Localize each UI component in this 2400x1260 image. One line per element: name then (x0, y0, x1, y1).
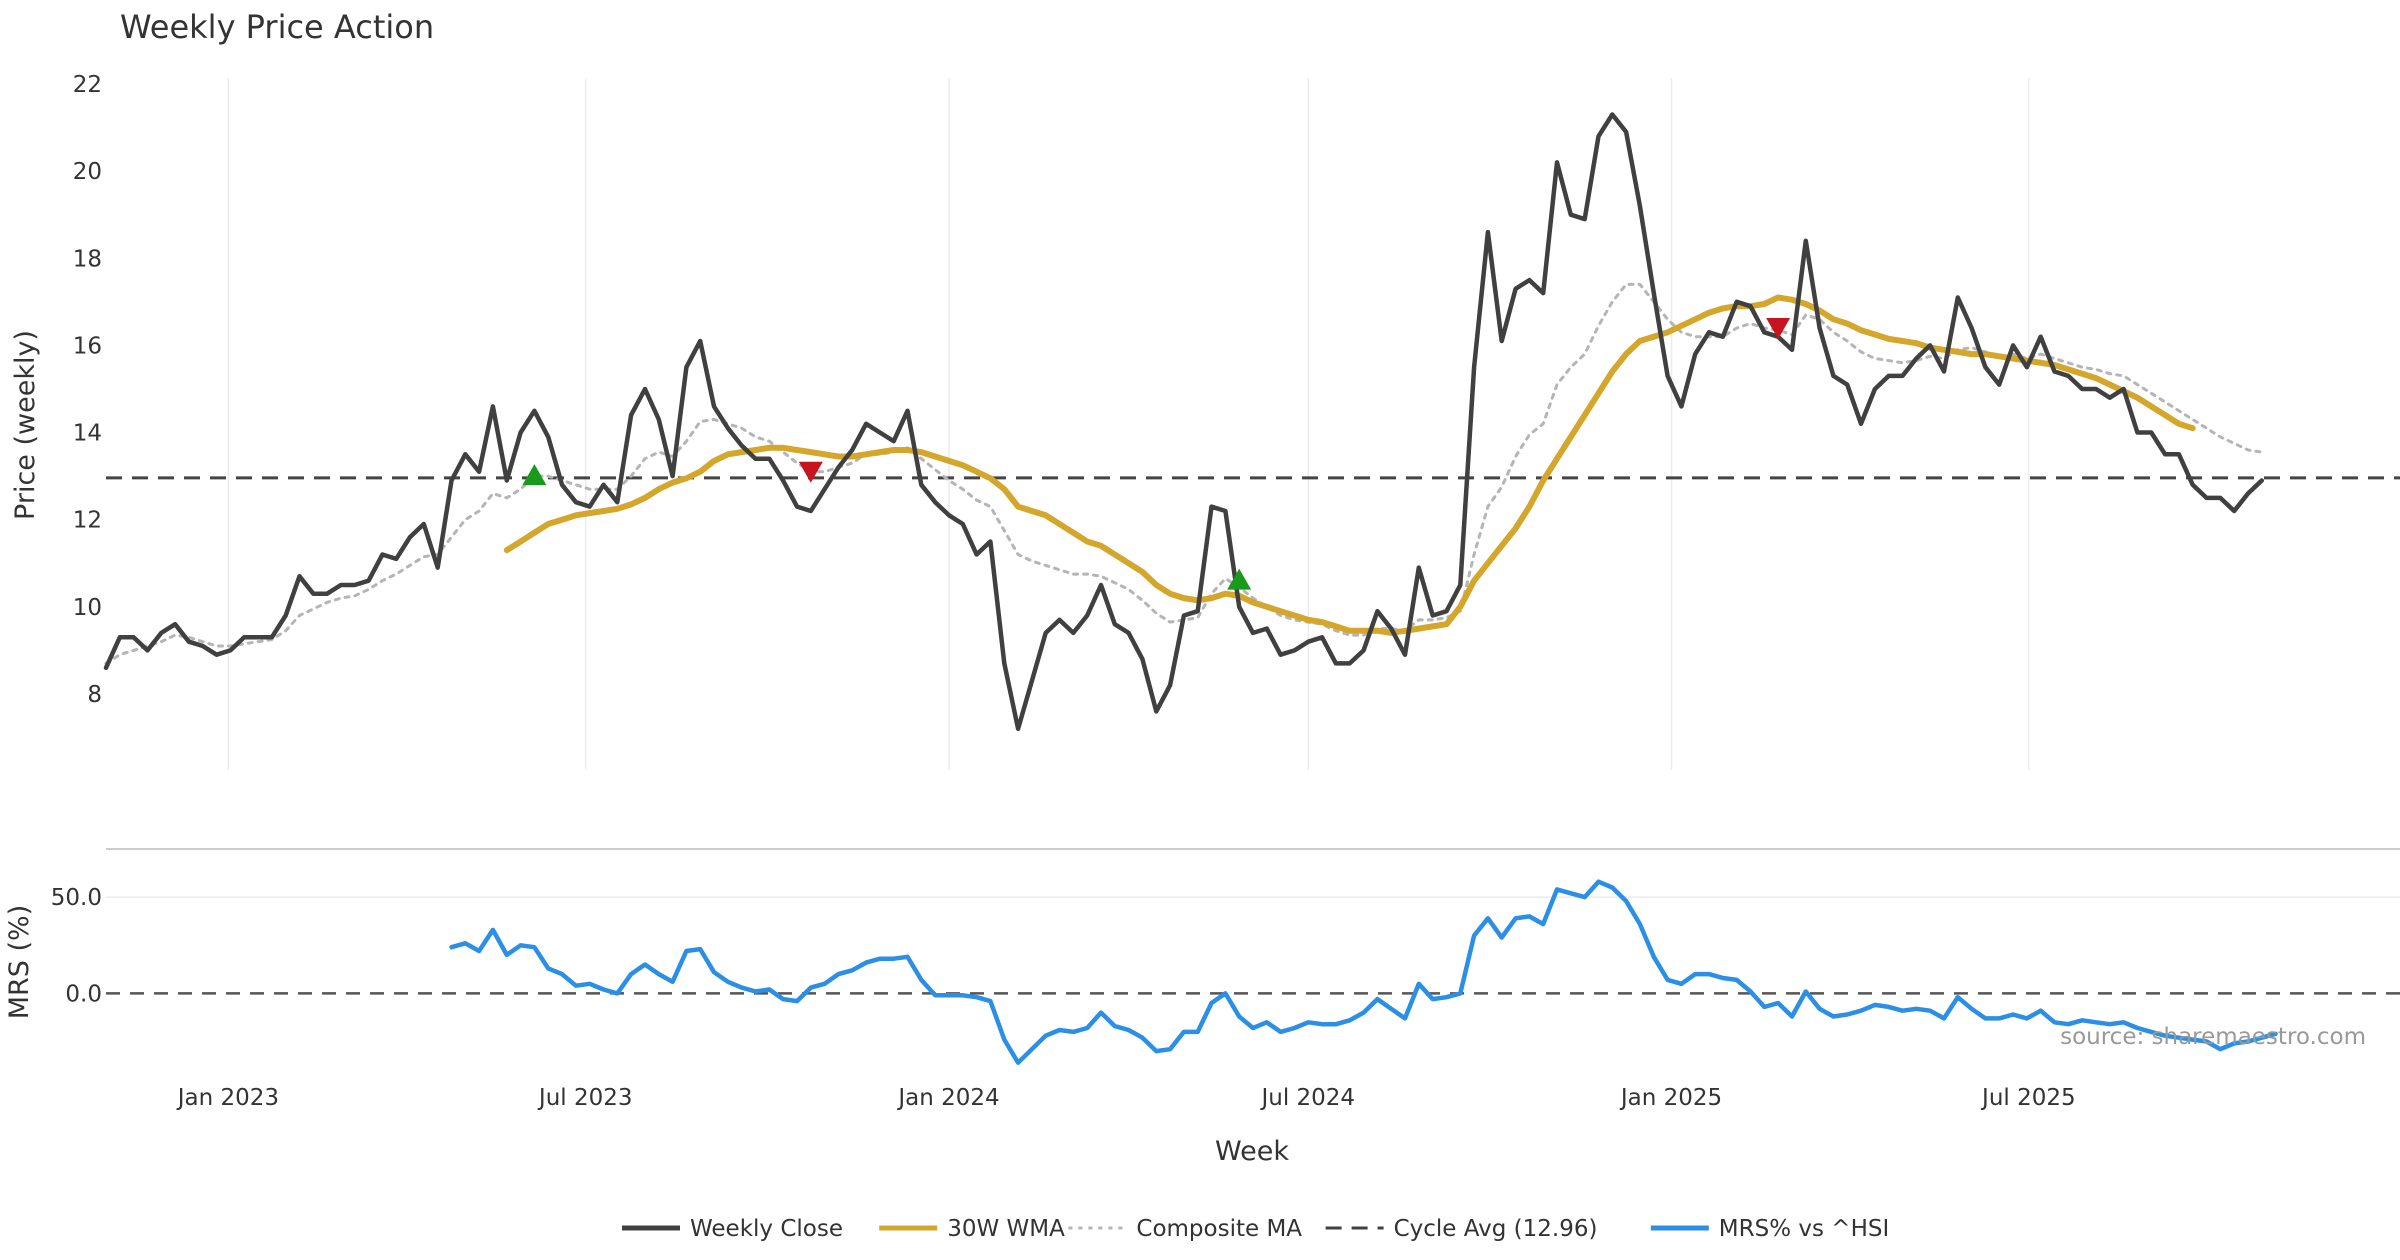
x-tick-label: Jan 2024 (896, 1085, 999, 1111)
legend-label: Cycle Avg (12.96) (1394, 1216, 1598, 1242)
series-weekly-close (103, 112, 2265, 732)
price-y-tick-label: 22 (73, 72, 102, 98)
series-30w-wma (503, 294, 2196, 636)
sell-signal-marker (798, 461, 823, 483)
x-tick-label: Jul 2024 (1259, 1085, 1355, 1111)
mrs-series-group (449, 879, 2278, 1065)
price-grid (227, 78, 2030, 770)
price-y-axis: 8 10 12 14 16 18 20 22 (73, 72, 102, 708)
sell-signal-marker (1766, 317, 1791, 339)
price-y-tick-label: 14 (73, 421, 102, 447)
legend-label: MRS% vs ^HSI (1719, 1216, 1889, 1242)
mrs-y-tick-label: 50.0 (51, 885, 102, 911)
legend-label: 30W WMA (947, 1216, 1065, 1242)
x-tick-label: Jan 2025 (1619, 1085, 1722, 1111)
mrs-y-axis: 50.0 0.0 (51, 885, 102, 1007)
price-series-group (103, 112, 2265, 732)
mrs-y-axis-label: MRS (%) (4, 905, 35, 1020)
price-y-tick-label: 8 (87, 682, 102, 708)
source-note: source: sharemaestro.com (2060, 1024, 2366, 1050)
price-panel: 8 10 12 14 16 18 20 22 Price (weekly) (10, 72, 2400, 770)
buy-signal-marker (1227, 568, 1252, 590)
price-y-tick-label: 16 (73, 333, 102, 359)
legend: Weekly Close 30W WMA Composite MA Cycle Avg… (622, 1216, 1889, 1242)
x-axis-ticks: Jan 2023 Jul 2023 Jan 2024 Jul 2024 Jan 2025… (176, 1085, 2076, 1111)
mrs-panel: 50.0 0.0 MRS (%) source: sharemaestro.com (4, 848, 2400, 1065)
mrs-y-tick-label: 0.0 (65, 981, 102, 1007)
series-composite-ma (104, 282, 2264, 665)
chart-title: Weekly Price Action (120, 8, 434, 46)
price-y-tick-label: 20 (73, 159, 102, 185)
series-mrs-vs-hsi (449, 879, 2278, 1065)
price-y-axis-label: Price (weekly) (10, 330, 41, 520)
x-axis-label: Week (1215, 1136, 1289, 1167)
price-y-tick-label: 12 (73, 508, 102, 534)
x-tick-label: Jul 2023 (537, 1085, 633, 1111)
price-y-tick-label: 18 (73, 246, 102, 272)
price-y-tick-label: 10 (73, 595, 102, 621)
legend-label: Weekly Close (690, 1216, 843, 1242)
x-tick-label: Jan 2023 (176, 1085, 279, 1111)
x-tick-label: Jul 2025 (1980, 1085, 2076, 1111)
buy-signal-marker (522, 464, 547, 486)
signal-markers (522, 317, 1791, 590)
legend-label: Composite MA (1136, 1216, 1302, 1242)
